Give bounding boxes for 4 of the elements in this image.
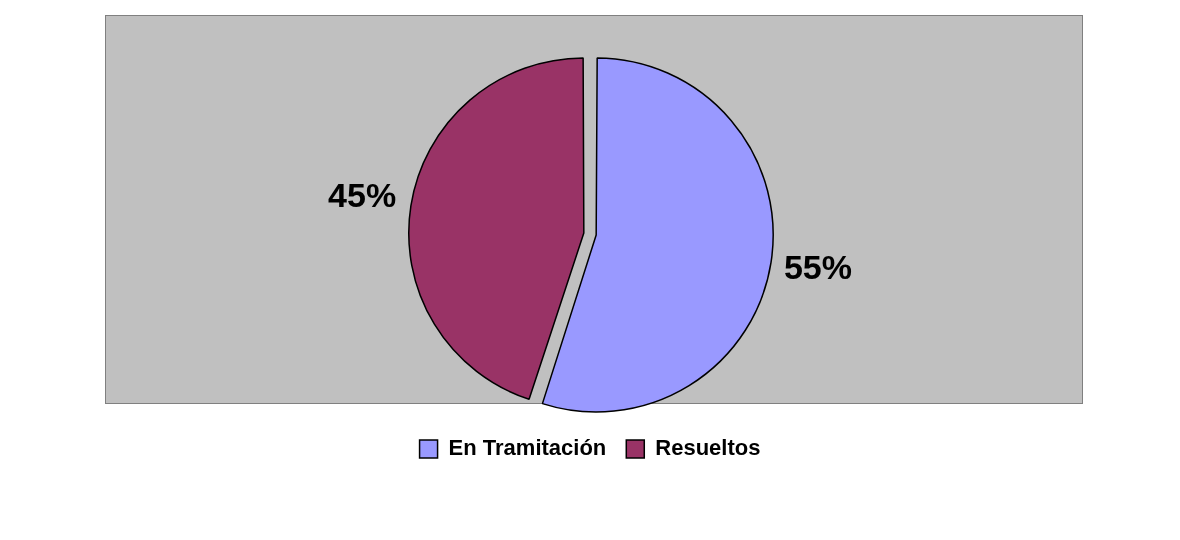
legend-label: En Tramitación bbox=[448, 435, 607, 461]
data-label: 45% bbox=[328, 176, 397, 215]
data-label: 55% bbox=[783, 248, 852, 287]
legend-label: Resueltos bbox=[655, 435, 761, 461]
